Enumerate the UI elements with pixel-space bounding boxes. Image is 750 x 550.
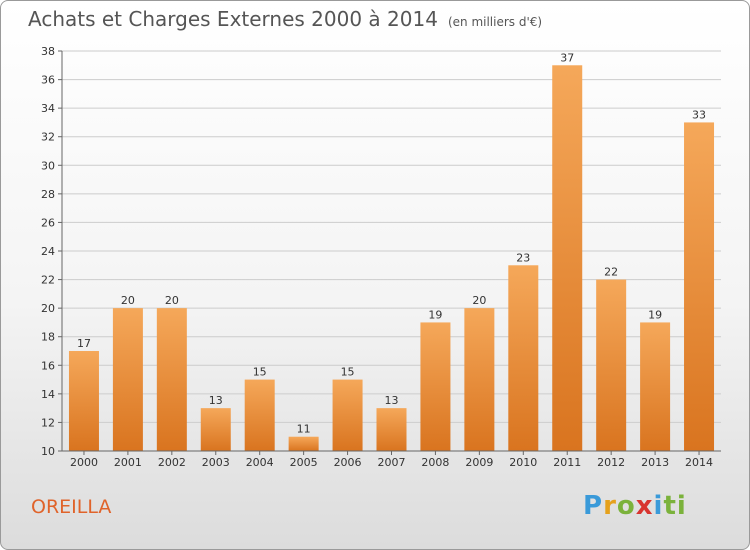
- bar-2007: [376, 408, 407, 451]
- data-label-2012: 22: [604, 266, 618, 279]
- x-tick-label-2013: 2013: [641, 456, 669, 469]
- x-tick-label-2003: 2003: [202, 456, 230, 469]
- x-tick-label-2004: 2004: [246, 456, 274, 469]
- x-tick-label-2005: 2005: [290, 456, 318, 469]
- x-tick-label-2014: 2014: [685, 456, 713, 469]
- y-tick-label: 22: [41, 274, 55, 287]
- y-tick-label: 28: [41, 188, 55, 201]
- y-tick-label: 24: [41, 245, 55, 258]
- bar-2001: [112, 308, 143, 451]
- logo-letter: ti: [663, 491, 687, 521]
- logo-letter: o: [616, 491, 636, 521]
- bar-2011: [552, 65, 583, 452]
- y-tick-label: 30: [41, 159, 55, 172]
- logo-letter: r: [603, 491, 617, 521]
- commune-name: OREILLA: [31, 496, 112, 518]
- y-tick-label: 38: [41, 45, 55, 58]
- chart-title-text: Achats et Charges Externes 2000 à 2014: [28, 7, 438, 31]
- data-label-2008: 19: [428, 308, 442, 321]
- y-tick-label: 12: [41, 416, 55, 429]
- y-tick-label: 14: [41, 388, 55, 401]
- data-label-2009: 20: [472, 294, 486, 307]
- bar-2005: [288, 436, 319, 451]
- x-tick-label-2007: 2007: [378, 456, 406, 469]
- x-tick-label-2000: 2000: [70, 456, 98, 469]
- data-label-2006: 15: [341, 366, 355, 379]
- y-tick-label: 20: [41, 302, 55, 315]
- y-tick-label: 36: [41, 74, 55, 87]
- logo-letter: i: [653, 491, 664, 521]
- data-label-2014: 33: [692, 108, 706, 121]
- proxiti-logo: Proxiti: [583, 491, 687, 521]
- y-tick-label: 10: [41, 445, 55, 458]
- x-tick-label-2011: 2011: [553, 456, 581, 469]
- y-tick-label: 16: [41, 359, 55, 372]
- bar-2009: [464, 308, 495, 451]
- bar-2008: [420, 322, 451, 451]
- logo-letter: P: [583, 491, 604, 521]
- unit-note: (en milliers d'€): [447, 15, 543, 29]
- data-label-2011: 37: [560, 51, 574, 64]
- x-tick-label-2010: 2010: [509, 456, 537, 469]
- data-label-2000: 17: [77, 337, 91, 350]
- axes: 10 12 14 16 18 20 22 24 26 28 30 32 34 36 38 2000 2001 20…: [41, 45, 721, 469]
- chart-title: Achats et Charges Externes 2000 à 2014 (e…: [28, 7, 542, 31]
- y-tick-label: 32: [41, 131, 55, 144]
- x-tick-label-2012: 2012: [597, 456, 625, 469]
- bar-2004: [244, 379, 275, 451]
- bar-2006: [332, 379, 363, 451]
- y-tick-label: 18: [41, 331, 55, 344]
- logo-letter: x: [635, 491, 654, 521]
- data-label-2007: 13: [385, 394, 399, 407]
- data-label-2004: 15: [253, 366, 267, 379]
- y-tick-label: 26: [41, 216, 55, 229]
- x-tick-label-2002: 2002: [158, 456, 186, 469]
- data-label-2001: 20: [121, 294, 135, 307]
- bars: 17 20 20 13 15 11 15 13 19 20 23 37 22 19 33: [68, 51, 715, 452]
- x-tick-label-2006: 2006: [334, 456, 362, 469]
- bar-2013: [640, 322, 671, 451]
- data-label-2003: 13: [209, 394, 223, 407]
- x-tick-label-2008: 2008: [421, 456, 449, 469]
- bar-2000: [68, 351, 99, 451]
- bar-2010: [508, 265, 539, 451]
- bar-2002: [156, 308, 187, 451]
- x-tick-label-2009: 2009: [465, 456, 493, 469]
- data-label-2005: 11: [297, 423, 311, 436]
- bar-2003: [200, 408, 231, 451]
- data-label-2010: 23: [516, 251, 530, 264]
- data-label-2002: 20: [165, 294, 179, 307]
- y-tick-label: 34: [41, 102, 55, 115]
- data-label-2013: 19: [648, 308, 662, 321]
- bar-2012: [596, 279, 627, 451]
- x-tick-label-2001: 2001: [114, 456, 142, 469]
- bar-2014: [684, 122, 715, 451]
